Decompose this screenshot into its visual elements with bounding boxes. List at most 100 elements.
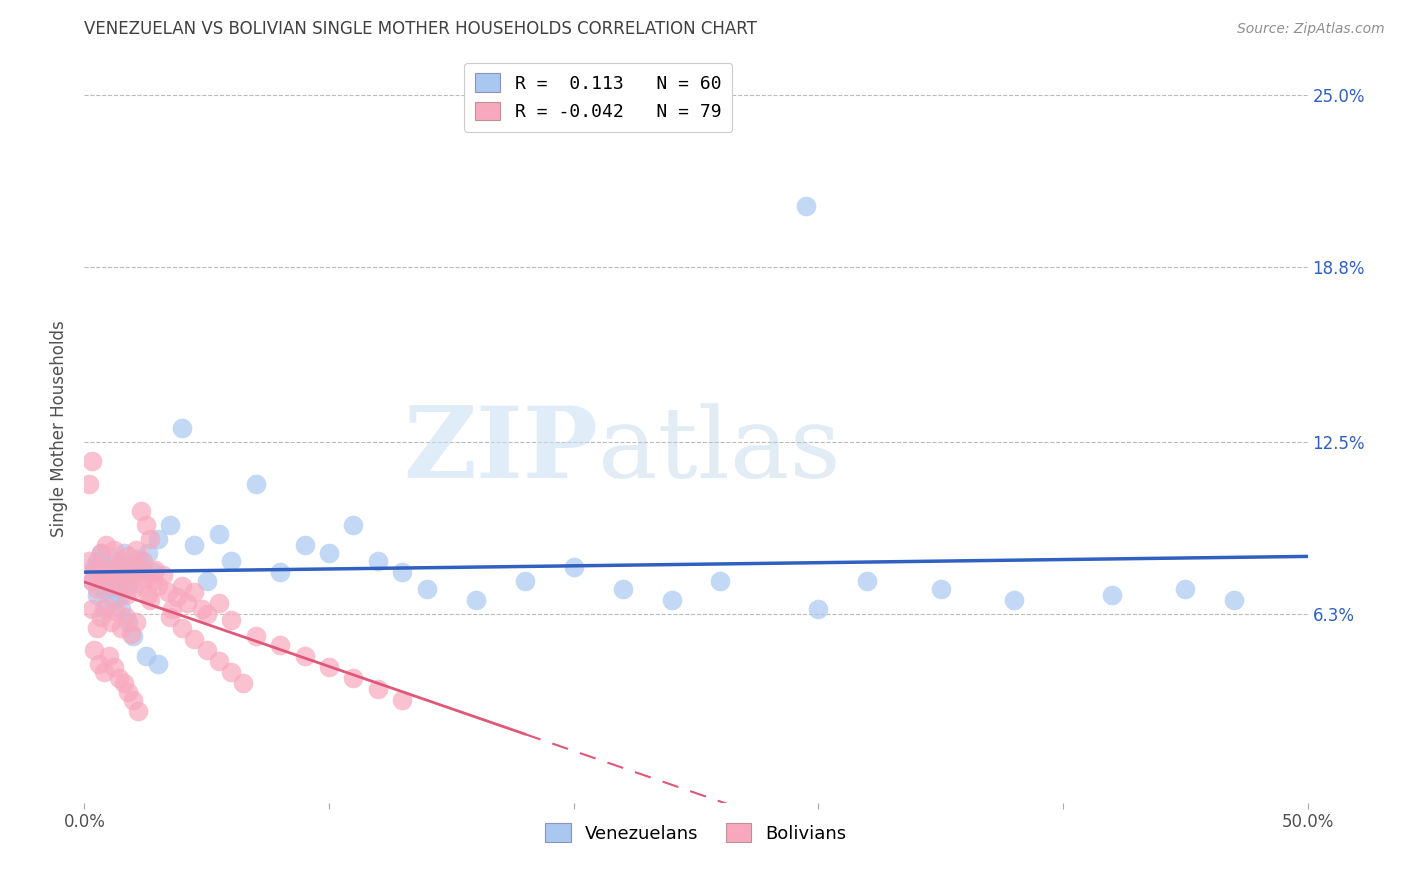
- Point: [117, 685, 139, 699]
- Point: [794, 199, 817, 213]
- Point: [709, 574, 731, 588]
- Point: [1101, 588, 1123, 602]
- Point: [100, 615, 122, 630]
- Point: [152, 568, 174, 582]
- Point: [90, 546, 112, 560]
- Point: [127, 551, 149, 566]
- Point: [208, 596, 231, 610]
- Point: [110, 621, 132, 635]
- Point: [117, 579, 139, 593]
- Point: [195, 643, 218, 657]
- Point: [416, 582, 439, 596]
- Text: ZIP: ZIP: [404, 402, 598, 500]
- Point: [269, 638, 291, 652]
- Point: [122, 693, 145, 707]
- Point: [117, 549, 139, 563]
- Point: [122, 557, 145, 571]
- Point: [87, 657, 110, 671]
- Point: [129, 576, 152, 591]
- Point: [83, 560, 105, 574]
- Point: [136, 588, 159, 602]
- Point: [159, 610, 181, 624]
- Point: [245, 476, 267, 491]
- Point: [93, 571, 115, 585]
- Point: [93, 601, 115, 615]
- Point: [83, 643, 105, 657]
- Point: [100, 576, 122, 591]
- Point: [86, 588, 108, 602]
- Point: [107, 671, 129, 685]
- Point: [661, 593, 683, 607]
- Point: [318, 546, 340, 560]
- Point: [219, 665, 242, 680]
- Point: [96, 538, 118, 552]
- Text: VENEZUELAN VS BOLIVIAN SINGLE MOTHER HOUSEHOLDS CORRELATION CHART: VENEZUELAN VS BOLIVIAN SINGLE MOTHER HOU…: [84, 21, 758, 38]
- Point: [103, 593, 125, 607]
- Point: [127, 704, 149, 718]
- Point: [110, 554, 132, 568]
- Point: [294, 648, 316, 663]
- Point: [146, 532, 169, 546]
- Point: [105, 554, 128, 568]
- Point: [122, 582, 145, 596]
- Point: [107, 571, 129, 585]
- Point: [80, 454, 103, 468]
- Point: [146, 579, 169, 593]
- Point: [103, 660, 125, 674]
- Point: [367, 681, 389, 696]
- Point: [159, 518, 181, 533]
- Point: [464, 593, 486, 607]
- Point: [232, 676, 254, 690]
- Text: Source: ZipAtlas.com: Source: ZipAtlas.com: [1237, 22, 1385, 37]
- Point: [87, 560, 110, 574]
- Point: [112, 676, 135, 690]
- Point: [183, 632, 205, 646]
- Point: [80, 601, 103, 615]
- Point: [391, 566, 413, 580]
- Point: [136, 546, 159, 560]
- Point: [342, 671, 364, 685]
- Point: [125, 615, 148, 630]
- Point: [127, 560, 149, 574]
- Point: [93, 665, 115, 680]
- Point: [342, 518, 364, 533]
- Point: [112, 546, 135, 560]
- Point: [195, 574, 218, 588]
- Point: [269, 566, 291, 580]
- Point: [146, 657, 169, 671]
- Point: [172, 421, 194, 435]
- Point: [132, 563, 155, 577]
- Point: [612, 582, 634, 596]
- Point: [562, 560, 585, 574]
- Point: [367, 554, 389, 568]
- Point: [856, 574, 879, 588]
- Point: [1223, 593, 1246, 607]
- Point: [143, 563, 166, 577]
- Point: [97, 648, 120, 663]
- Point: [115, 588, 138, 602]
- Point: [122, 629, 145, 643]
- Point: [105, 560, 128, 574]
- Point: [125, 543, 148, 558]
- Point: [142, 574, 165, 588]
- Point: [172, 579, 194, 593]
- Point: [86, 582, 108, 596]
- Point: [90, 610, 112, 624]
- Point: [208, 654, 231, 668]
- Point: [172, 621, 194, 635]
- Point: [103, 566, 125, 580]
- Point: [162, 601, 184, 615]
- Point: [195, 607, 218, 621]
- Point: [110, 588, 132, 602]
- Point: [183, 585, 205, 599]
- Point: [80, 574, 103, 588]
- Point: [135, 571, 157, 585]
- Point: [77, 476, 100, 491]
- Point: [132, 554, 155, 568]
- Point: [176, 596, 198, 610]
- Point: [105, 604, 128, 618]
- Point: [107, 576, 129, 591]
- Point: [100, 579, 122, 593]
- Point: [83, 566, 105, 580]
- Text: atlas: atlas: [598, 403, 841, 499]
